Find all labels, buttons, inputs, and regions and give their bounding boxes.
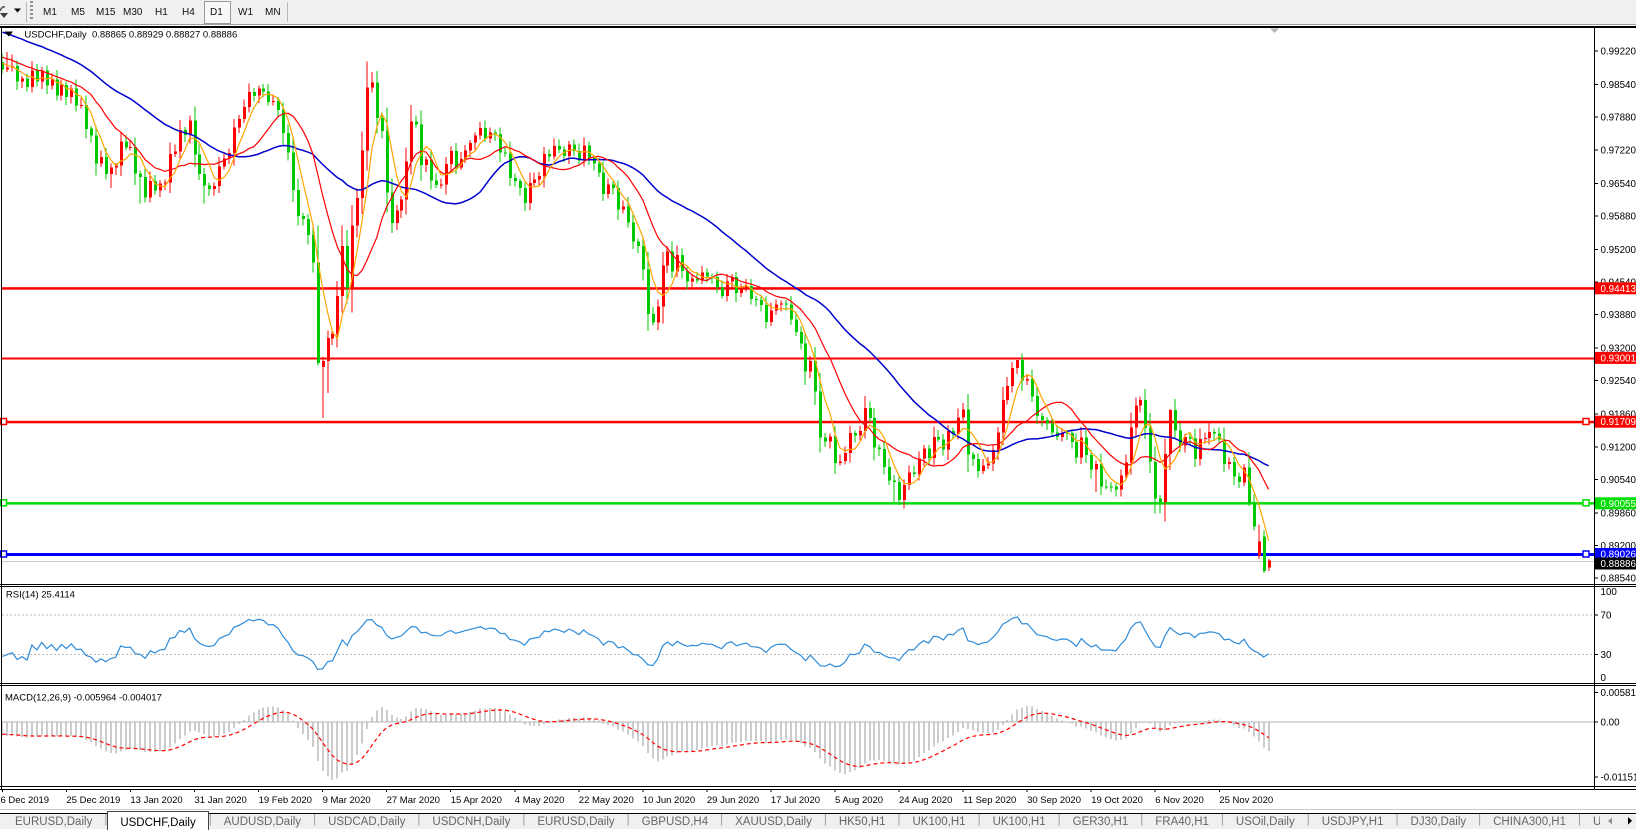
svg-text:0.98540: 0.98540: [1601, 80, 1636, 91]
svg-text:13 Jan 2020: 13 Jan 2020: [130, 795, 182, 806]
svg-text:30: 30: [1601, 650, 1612, 661]
svg-text:4 May 2020: 4 May 2020: [515, 795, 565, 806]
svg-text:6 Nov 2020: 6 Nov 2020: [1155, 795, 1204, 806]
svg-text:0.94413: 0.94413: [1601, 284, 1636, 295]
svg-text:0.95200: 0.95200: [1601, 245, 1636, 256]
svg-text:70: 70: [1601, 611, 1612, 622]
svg-text:RSI(14) 25.4114: RSI(14) 25.4114: [6, 590, 75, 601]
svg-text:0: 0: [1601, 673, 1607, 684]
svg-text:27 Mar 2020: 27 Mar 2020: [387, 795, 440, 806]
svg-text:15 Apr 2020: 15 Apr 2020: [451, 795, 502, 806]
svg-text:0.99220: 0.99220: [1601, 47, 1636, 58]
svg-text:-0.011514: -0.011514: [1601, 773, 1636, 784]
svg-text:0.97220: 0.97220: [1601, 145, 1636, 156]
svg-text:0.88886: 0.88886: [1601, 559, 1636, 570]
svg-text:USDCHF,Daily 0.88865 0.88929: USDCHF,Daily 0.88865 0.88929 0.88827 0.8…: [24, 30, 237, 41]
svg-text:17 Jul 2020: 17 Jul 2020: [771, 795, 820, 806]
svg-text:31 Jan 2020: 31 Jan 2020: [195, 795, 247, 806]
svg-text:0.91709: 0.91709: [1601, 417, 1636, 428]
svg-text:0.90540: 0.90540: [1601, 475, 1636, 486]
svg-text:100: 100: [1601, 587, 1618, 598]
svg-text:0.92540: 0.92540: [1601, 376, 1636, 387]
svg-text:0.90055: 0.90055: [1601, 499, 1636, 510]
svg-text:MACD(12,26,9) -0.005964 -0.004: MACD(12,26,9) -0.005964 -0.004017: [5, 693, 162, 704]
svg-text:9 Mar 2020: 9 Mar 2020: [323, 795, 371, 806]
svg-text:0.00: 0.00: [1601, 718, 1621, 729]
svg-text:30 Sep 2020: 30 Sep 2020: [1027, 795, 1081, 806]
svg-text:0.93880: 0.93880: [1601, 310, 1636, 321]
svg-text:0.005818: 0.005818: [1601, 688, 1636, 699]
svg-text:0.97880: 0.97880: [1601, 113, 1636, 124]
svg-text:29 Jun 2020: 29 Jun 2020: [707, 795, 759, 806]
svg-text:0.96540: 0.96540: [1601, 179, 1636, 190]
svg-text:25 Dec 2019: 25 Dec 2019: [66, 795, 120, 806]
svg-text:22 May 2020: 22 May 2020: [579, 795, 634, 806]
svg-text:0.93001: 0.93001: [1601, 353, 1636, 364]
svg-text:11 Sep 2020: 11 Sep 2020: [963, 795, 1016, 806]
svg-text:24 Aug 2020: 24 Aug 2020: [899, 795, 952, 806]
svg-text:0.91200: 0.91200: [1601, 442, 1636, 453]
svg-text:19 Oct 2020: 19 Oct 2020: [1091, 795, 1143, 806]
svg-text:0.95880: 0.95880: [1601, 211, 1636, 222]
svg-text:10 Jun 2020: 10 Jun 2020: [643, 795, 695, 806]
svg-text:5 Aug 2020: 5 Aug 2020: [835, 795, 883, 806]
svg-text:0.89860: 0.89860: [1601, 508, 1636, 519]
svg-text:6 Dec 2019: 6 Dec 2019: [1, 795, 50, 806]
svg-text:25 Nov 2020: 25 Nov 2020: [1219, 795, 1273, 806]
svg-text:0.88540: 0.88540: [1601, 574, 1636, 585]
svg-text:19 Feb 2020: 19 Feb 2020: [259, 795, 312, 806]
